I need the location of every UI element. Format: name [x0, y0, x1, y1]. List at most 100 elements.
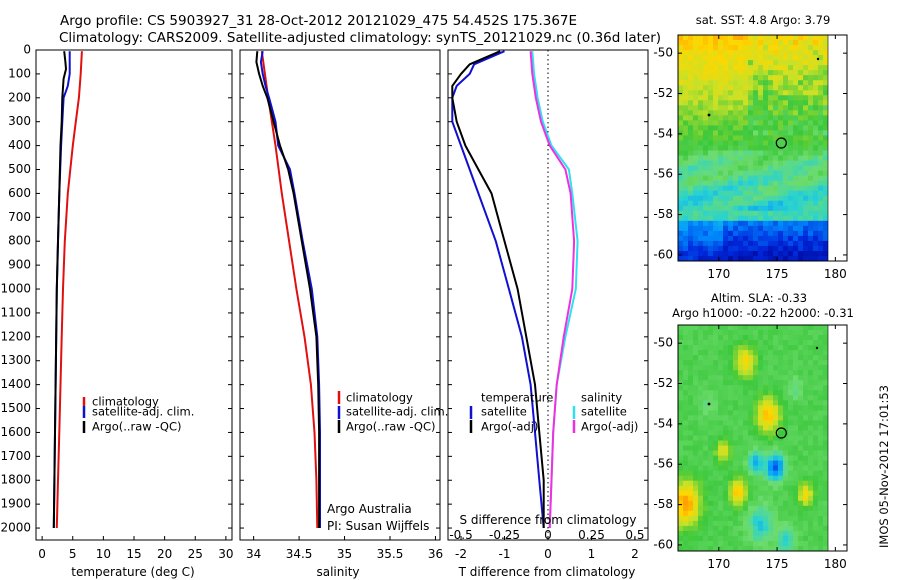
map-cell: [763, 535, 769, 542]
map-cell: [788, 130, 794, 136]
map-cell: [678, 215, 684, 222]
map-cell: [818, 245, 824, 252]
map-cell: [793, 180, 799, 187]
map-cell: [778, 105, 784, 111]
map-cell: [753, 220, 759, 227]
map-cell: [803, 380, 809, 386]
map-cell: [778, 90, 784, 96]
map-cell: [778, 55, 784, 61]
map-cell: [783, 170, 789, 177]
map-cell: [778, 460, 784, 467]
map-cell: [683, 75, 689, 81]
sst-map-station-dot: [707, 113, 711, 117]
map-cell: [728, 220, 734, 227]
map-cell: [693, 455, 699, 461]
map-cell: [803, 330, 809, 336]
map-cell: [738, 445, 744, 451]
map-cell: [823, 230, 828, 237]
map-cell: [693, 85, 699, 91]
map-cell: [713, 205, 719, 212]
map-cell: [803, 520, 809, 527]
map-cell: [688, 475, 694, 482]
map-cell: [713, 535, 719, 542]
map-cell: [733, 515, 739, 522]
map-cell: [733, 355, 739, 361]
map-cell: [773, 485, 779, 492]
map-cell: [793, 530, 799, 537]
map-cell: [788, 170, 794, 177]
map-cell: [753, 365, 759, 371]
map-cell: [723, 500, 729, 507]
map-cell: [788, 115, 794, 121]
map-cell: [823, 525, 828, 532]
map-cell: [738, 350, 744, 356]
map-cell: [778, 45, 784, 51]
map-cell: [698, 180, 704, 187]
map-cell: [733, 415, 739, 421]
map-cell: [723, 425, 729, 431]
map-cell: [743, 340, 749, 346]
difference-legend-salinity: salinity satellite Argo(-adj): [572, 391, 638, 434]
map-cell: [718, 525, 724, 532]
map-cell: [698, 205, 704, 212]
map-cell: [808, 255, 814, 261]
map-cell: [718, 515, 724, 522]
map-cell: [783, 105, 789, 111]
map-cell: [773, 525, 779, 532]
map-cell: [768, 535, 774, 542]
map-cell: [693, 105, 699, 111]
map-cell: [688, 495, 694, 502]
map-cell: [763, 170, 769, 177]
map-cell: [753, 510, 759, 517]
map-cell: [768, 65, 774, 71]
map-cell: [793, 545, 799, 551]
map-cell: [723, 335, 729, 341]
map-cell: [708, 155, 714, 161]
map-cell: [798, 385, 804, 391]
map-cell: [743, 160, 749, 166]
map-cell: [788, 470, 794, 477]
map-cell: [778, 535, 784, 542]
map-cell: [813, 435, 819, 441]
map-cell: [773, 255, 779, 261]
map-cell: [773, 145, 779, 151]
map-cell: [773, 190, 779, 197]
map-cell: [793, 385, 799, 391]
map-cell: [678, 130, 684, 136]
map-cell: [798, 510, 804, 517]
map-cell: [803, 185, 809, 192]
map-cell: [688, 45, 694, 51]
difference-series-s_argo: [529, 51, 576, 529]
map-cell: [783, 455, 789, 461]
map-cell: [823, 495, 828, 502]
map-cell: [803, 420, 809, 426]
map-cell: [803, 535, 809, 542]
map-cell: [823, 140, 828, 146]
map-cell: [823, 100, 828, 106]
map-cell: [768, 475, 774, 482]
map-cell: [743, 175, 749, 182]
map-cell: [708, 115, 714, 121]
map-cell: [788, 150, 794, 156]
map-cell: [758, 90, 764, 96]
map-cell: [733, 250, 739, 257]
map-cell: [778, 430, 784, 436]
map-cell: [688, 210, 694, 217]
map-cell: [683, 385, 689, 391]
map-cell: [778, 210, 784, 217]
map-cell: [693, 225, 699, 232]
map-cell: [733, 430, 739, 436]
map-cell: [763, 200, 769, 207]
map-cell: [768, 235, 774, 242]
map-cell: [793, 525, 799, 532]
map-cell: [698, 365, 704, 371]
map-cell: [708, 175, 714, 182]
map-cell: [818, 40, 824, 46]
map-cell: [708, 420, 714, 426]
map-cell: [678, 65, 684, 71]
map-cell: [753, 430, 759, 436]
map-lat-tick-label: -60: [653, 537, 673, 551]
map-cell: [803, 45, 809, 51]
map-cell: [818, 85, 824, 91]
map-cell: [683, 40, 689, 46]
